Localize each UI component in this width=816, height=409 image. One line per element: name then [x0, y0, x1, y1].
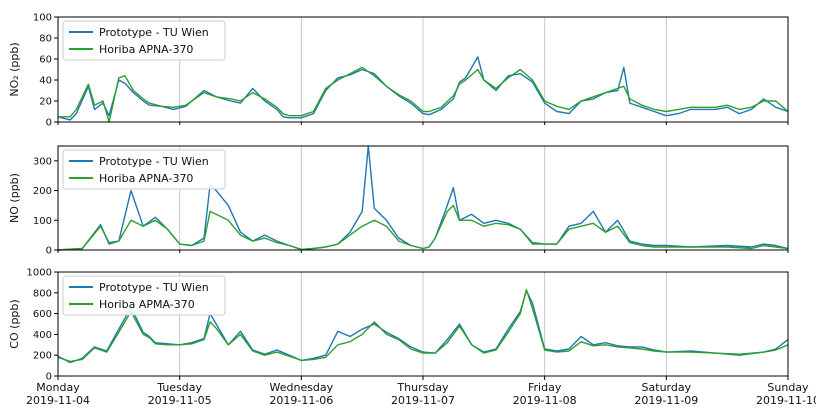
series-line-horiba: [57, 289, 789, 363]
y-tick-label: 400: [33, 330, 52, 341]
y-tick-label: 100: [33, 13, 52, 24]
y-axis-label: NO (ppb): [8, 173, 21, 223]
y-tick-label: 0: [46, 372, 52, 383]
y-tick-label: 300: [33, 156, 52, 167]
x-tick-date-label: 2019-11-07: [391, 394, 455, 405]
legend: Prototype - TU Wien Horiba APMA-370: [62, 275, 226, 316]
chart-panel-1: 0 20 40 60 80 100 NO₂ (ppb) Prototype - TU Wien…: [8, 13, 789, 129]
x-tick-day-label: Saturday: [642, 381, 692, 394]
y-tick-label: 20: [39, 97, 52, 108]
legend-box: [62, 275, 226, 316]
x-tick-day-label: Wednesday: [269, 381, 333, 394]
series-line-prototype: [57, 290, 789, 364]
y-tick-label: 0: [46, 246, 52, 257]
y-tick-label: 100: [33, 216, 52, 227]
series-line-horiba: [58, 66, 789, 123]
x-tick-date-label: 2019-11-09: [634, 394, 698, 405]
legend-label: Horiba APMA-370: [99, 298, 195, 311]
y-tick-label: 1000: [27, 268, 52, 279]
y-tick-label: 80: [39, 34, 52, 45]
y-axis-label: CO (ppb): [8, 299, 21, 348]
x-tick-date-label: 2019-11-10: [756, 394, 816, 405]
legend: Prototype - TU Wien Horiba APNA-370: [62, 149, 226, 190]
x-tick-day-label: Monday: [36, 381, 80, 394]
x-tick-day-label: Friday: [528, 381, 562, 394]
chart-panel-2: 0 100 200 300 NO (ppb) Prototype - TU Wien Hor…: [8, 145, 789, 257]
x-tick-day-label: Thursday: [396, 381, 449, 394]
legend-label: Prototype - TU Wien: [99, 281, 209, 294]
x-tick-date-label: 2019-11-08: [513, 394, 577, 405]
y-axis-label: NO₂ (ppb): [8, 42, 21, 96]
legend-label: Horiba APNA-370: [99, 172, 193, 185]
y-tick-label: 60: [39, 55, 52, 66]
y-tick-label: 600: [33, 309, 52, 320]
y-tick-label: 40: [39, 76, 52, 87]
x-tick-day-label: Sunday: [767, 381, 809, 394]
legend-label: Prototype - TU Wien: [99, 26, 209, 39]
x-tick-day-label: Tuesday: [156, 381, 202, 394]
x-tick-date-label: 2019-11-06: [269, 394, 333, 405]
legend-box: [62, 20, 226, 61]
legend-label: Prototype - TU Wien: [99, 155, 209, 168]
legend: Prototype - TU Wien Horiba APNA-370: [62, 20, 226, 61]
y-tick-label: 800: [33, 288, 52, 299]
y-tick-label: 0: [46, 118, 52, 129]
series-line-prototype: [57, 56, 789, 121]
chart-panel-3: 0 200 400 600 800 1000 CO (ppb) Prototype - TU …: [8, 268, 816, 408]
x-tick-date-label: 2019-11-04: [26, 394, 90, 405]
series-line-horiba: [57, 204, 789, 251]
y-tick-label: 200: [33, 186, 52, 197]
legend-label: Horiba APNA-370: [99, 43, 193, 56]
y-tick-label: 200: [33, 351, 52, 362]
x-tick-date-label: 2019-11-05: [148, 394, 212, 405]
legend-box: [62, 149, 226, 190]
